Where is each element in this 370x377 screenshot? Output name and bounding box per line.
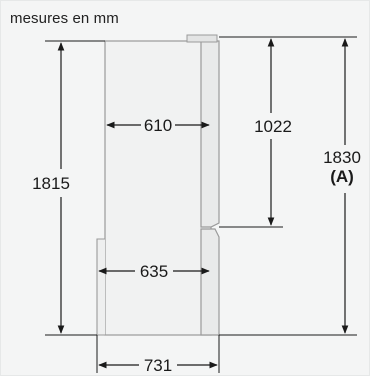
label-height-total: 1830 [323, 148, 361, 167]
extension-lines [45, 36, 357, 373]
label-width-overall: 731 [144, 356, 172, 375]
top-door [200, 40, 220, 228]
label-height-total-note: (A) [330, 167, 354, 186]
label-width-bottom: 635 [140, 262, 168, 281]
dimension-lines [57, 38, 349, 369]
label-height-door: 1022 [254, 117, 292, 136]
label-height-left: 1815 [32, 174, 70, 193]
label-width-top: 610 [144, 116, 172, 135]
fridge-outline [96, 34, 220, 336]
cabinet-body [104, 40, 212, 336]
top-hinge [186, 34, 218, 43]
units-caption: mesures en mm [10, 10, 119, 27]
rear-compressor [96, 238, 105, 336]
bottom-door [200, 228, 220, 336]
